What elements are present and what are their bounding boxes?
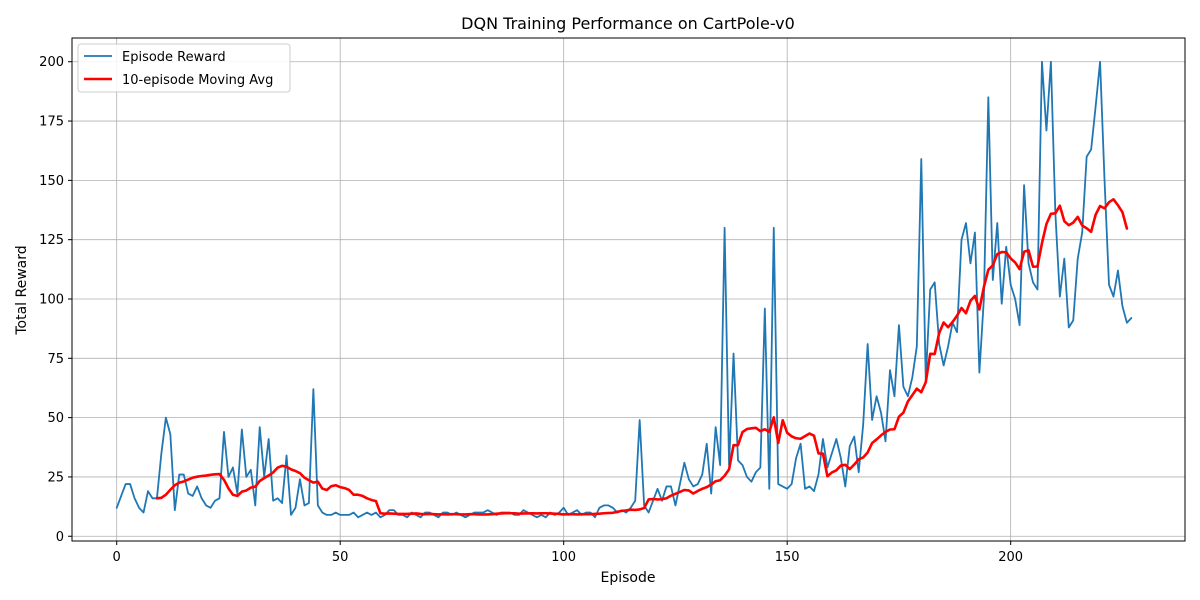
y-tick-label: 25 [47, 470, 64, 485]
x-tick-label: 100 [551, 550, 576, 565]
x-tick-label: 150 [775, 550, 800, 565]
y-tick-label: 75 [47, 352, 64, 367]
legend-box [77, 43, 291, 93]
axis-ticks: 0 50 100 150 200 0 25 50 75 100 125 150 175 200 [39, 55, 1023, 565]
y-tick-label: 200 [39, 55, 64, 70]
grid-lines [72, 38, 1185, 541]
y-tick-label: 50 [47, 411, 64, 426]
legend-label-moving-avg: 10-episode Moving Avg [122, 73, 273, 88]
y-tick-label: 125 [39, 233, 64, 248]
y-axis-label: Total Reward [14, 245, 30, 335]
x-tick-label: 200 [998, 550, 1023, 565]
series-line-moving-avg [155, 198, 1129, 516]
x-axis-label: Episode [601, 570, 656, 586]
legend-label-episode-reward: Episode Reward [122, 50, 226, 65]
y-tick-label: 150 [39, 174, 64, 189]
legend: Episode Reward 10-episode Moving Avg [77, 43, 291, 93]
y-tick-label: 100 [39, 292, 64, 307]
series-layer [115, 60, 1133, 519]
y-tick-label: 0 [56, 530, 64, 545]
x-tick-label: 50 [332, 550, 349, 565]
plot-frame [71, 37, 1186, 542]
y-tick-label: 175 [39, 115, 64, 130]
chart-title: DQN Training Performance on CartPole-v0 [461, 14, 795, 33]
x-tick-label: 0 [113, 550, 121, 565]
